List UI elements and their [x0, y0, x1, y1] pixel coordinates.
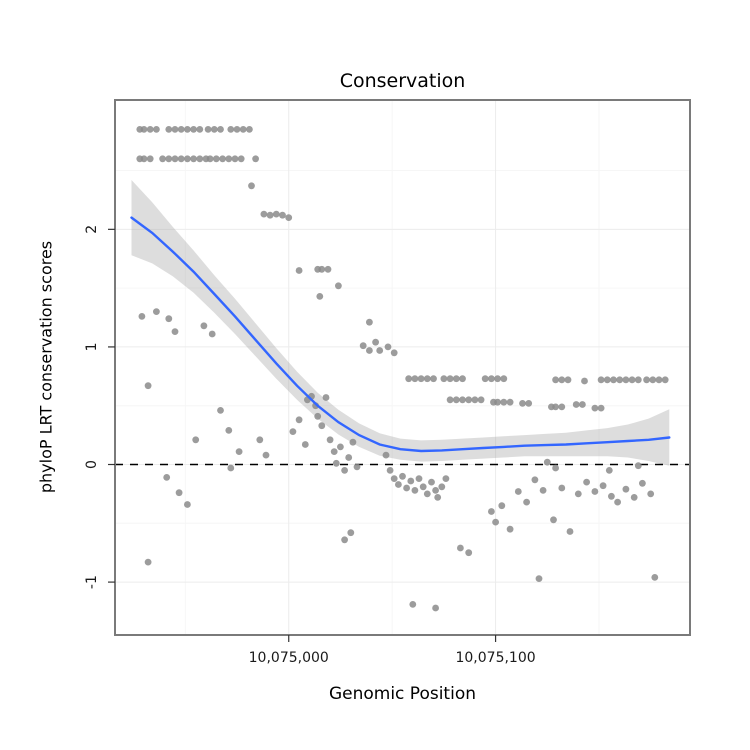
y-tick-label: 0: [84, 460, 100, 469]
axis-tick-labels: 10,075,000 10,075,100 -1 0 1 2: [84, 225, 536, 666]
x-tick-label: 10,075,000: [249, 650, 329, 666]
chart-title: Conservation: [339, 70, 466, 92]
plot-panel: [115, 100, 690, 635]
y-tick-label: 1: [84, 342, 100, 351]
y-tick-label: 2: [84, 225, 100, 234]
smooth-line: [130, 216, 671, 453]
panel-border: [114, 99, 691, 636]
y-axis-label: phyloP LRT conservation scores: [36, 240, 56, 494]
y-tick-label: -1: [84, 575, 100, 589]
x-tick-label: 10,075,100: [455, 650, 535, 666]
x-axis-label: Genomic Position: [328, 684, 477, 704]
axis-ticks: [108, 228, 497, 642]
scatter-points: [136, 125, 669, 612]
